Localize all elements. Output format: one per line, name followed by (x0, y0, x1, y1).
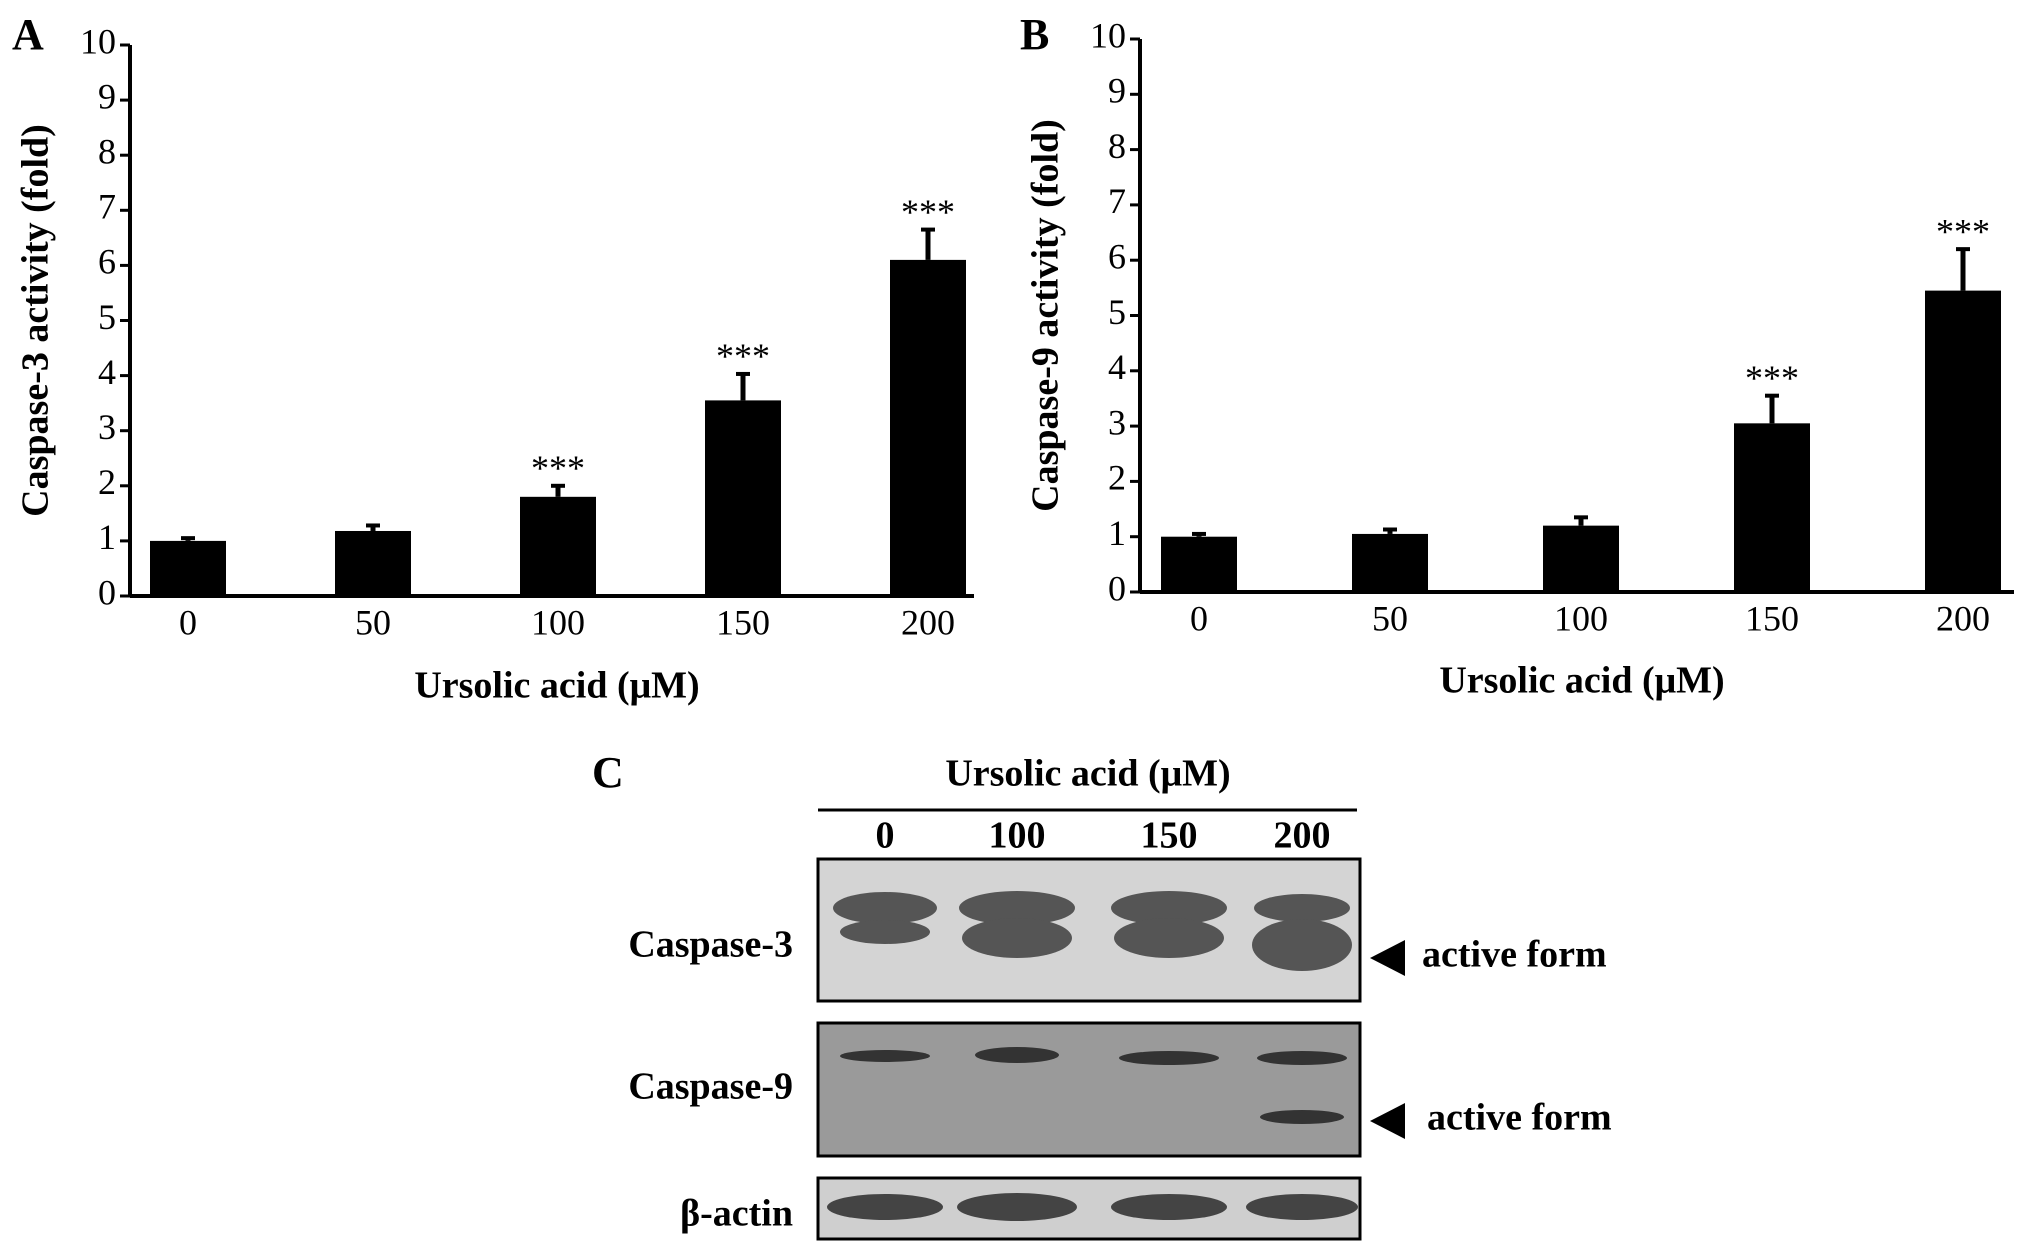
y-tick-label: 1 (98, 517, 116, 557)
bands (833, 891, 1352, 971)
arrow (1370, 940, 1405, 976)
x-tick-label: 200 (901, 602, 955, 642)
annotation: *** (1936, 211, 1990, 251)
bar (890, 259, 966, 596)
panel-label: B (1020, 10, 1049, 59)
lane-label: 150 (1141, 815, 1198, 857)
y-tick-label: 4 (98, 352, 116, 392)
annotation: *** (716, 336, 770, 376)
y-tick-label: 6 (98, 242, 116, 282)
x-tick-label: 150 (716, 602, 770, 642)
x-axis-label: Ursolic acid (μM) (414, 665, 699, 707)
blot-box (816, 1021, 1362, 1158)
y-tick-label: 10 (80, 21, 116, 61)
annotation: active form (1422, 934, 1607, 976)
x-tick-label: 150 (1745, 598, 1799, 638)
y-tick-label: 0 (1108, 568, 1126, 608)
panel-label: A (12, 10, 44, 59)
bar (335, 530, 411, 596)
blot-header: Ursolic acid (μM) (945, 753, 1230, 795)
y-tick-label: 7 (1108, 181, 1126, 221)
y-tick-label: 2 (1108, 458, 1126, 498)
y-tick-label: 8 (98, 131, 116, 171)
bands (827, 1193, 1358, 1221)
bar (1543, 525, 1619, 592)
x-tick-label: 50 (1372, 598, 1408, 638)
x-tick-label: 50 (355, 602, 391, 642)
y-tick-label: 4 (1108, 347, 1126, 387)
y-tick-label: 2 (98, 462, 116, 502)
y-tick-label: 6 (1108, 236, 1126, 276)
annotation: active form (1427, 1097, 1612, 1139)
bar (520, 496, 596, 596)
panel-label: C (592, 748, 624, 797)
bands (840, 1047, 1347, 1124)
row-label: β-actin (680, 1193, 793, 1235)
x-tick-label: 0 (1190, 598, 1208, 638)
bar (1161, 536, 1237, 592)
y-tick-label: 9 (98, 76, 116, 116)
lane-label: 200 (1274, 815, 1331, 857)
row-label: Caspase-3 (628, 924, 793, 966)
arrow (1370, 1103, 1405, 1139)
y-tick-label: 5 (1108, 292, 1126, 332)
bar (1734, 423, 1810, 592)
bar (1925, 290, 2001, 592)
y-axis-label: Caspase-3 activity (fold) (15, 124, 57, 517)
bar (1352, 533, 1428, 592)
lane-label: 0 (876, 815, 895, 857)
bar (705, 400, 781, 596)
y-tick-label: 3 (1108, 402, 1126, 442)
bar (150, 540, 226, 596)
y-tick-label: 1 (1108, 513, 1126, 553)
row-label: Caspase-9 (628, 1066, 793, 1108)
x-axis-label: Ursolic acid (μM) (1439, 660, 1724, 702)
y-tick-label: 7 (98, 187, 116, 227)
y-tick-label: 3 (98, 407, 116, 447)
y-tick-label: 9 (1108, 71, 1126, 111)
y-tick-label: 0 (98, 572, 116, 612)
annotation: *** (901, 192, 955, 232)
x-tick-label: 100 (1554, 598, 1608, 638)
x-tick-label: 100 (531, 602, 585, 642)
annotation: *** (531, 448, 585, 488)
x-tick-label: 200 (1936, 598, 1990, 638)
x-tick-label: 0 (179, 602, 197, 642)
y-axis-label: Caspase-9 activity (fold) (1025, 119, 1067, 512)
y-tick-label: 8 (1108, 126, 1126, 166)
annotation: *** (1745, 358, 1799, 398)
lane-label: 100 (989, 815, 1046, 857)
y-tick-label: 10 (1090, 15, 1126, 55)
y-tick-label: 5 (98, 297, 116, 337)
